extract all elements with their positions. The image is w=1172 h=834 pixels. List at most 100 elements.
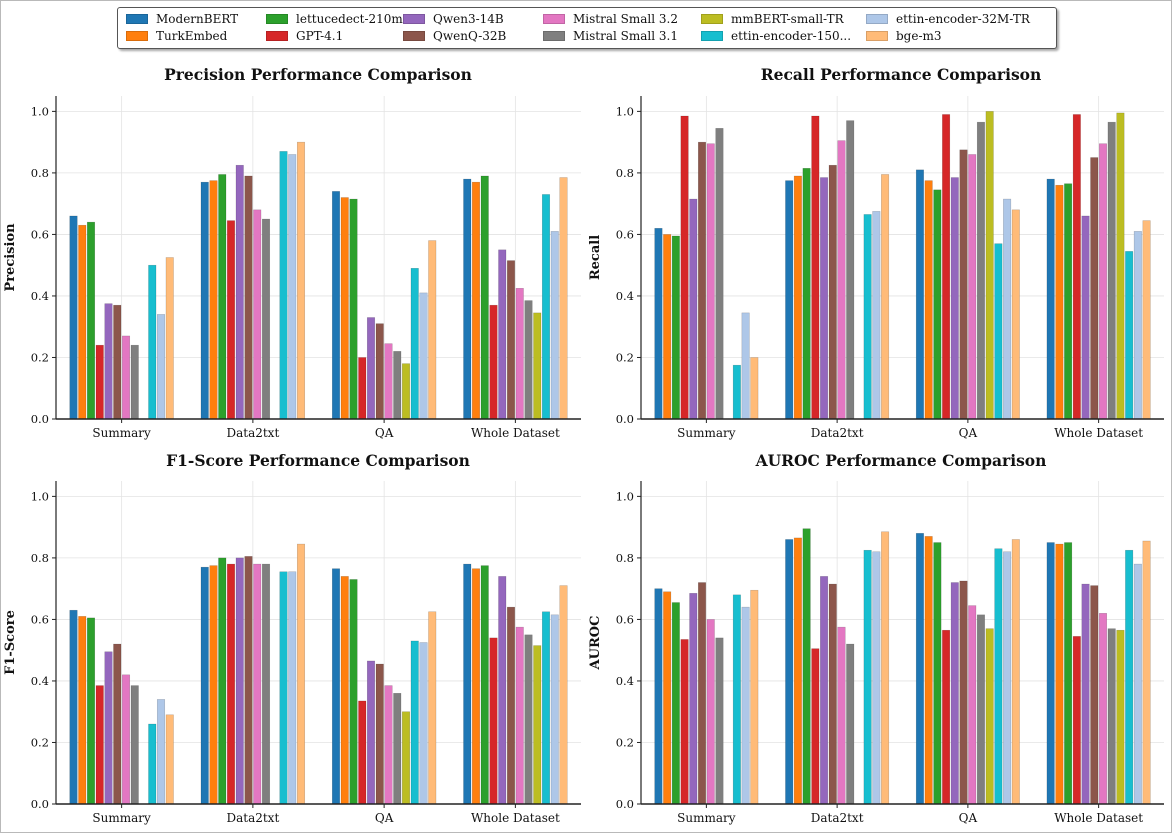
legend-item-ettin-encoder-150: ettin-encoder-150... bbox=[701, 28, 851, 44]
x-tick-label-qa: QA bbox=[959, 811, 978, 825]
bar-modernbert-data2txt bbox=[785, 180, 794, 420]
legend: ModernBERT TurkEmbed lettucedect-210m... GP… bbox=[117, 7, 1057, 49]
bar-gpt-4-1-summary bbox=[95, 685, 104, 805]
bar-qwen3-14b-qa bbox=[366, 660, 376, 805]
bar-gpt-4-1-data2txt bbox=[811, 648, 820, 805]
bar-bge-m3-data2txt bbox=[881, 174, 890, 420]
bar-qwenq-32b-summary bbox=[698, 141, 707, 420]
y-tick-label: 0.4 bbox=[616, 674, 634, 688]
bar-mistral-small-3-2-data2txt bbox=[253, 209, 262, 420]
bar-ettin-encoder-150-summary bbox=[148, 264, 157, 420]
bar-qwen3-14b-whole-dataset bbox=[498, 576, 507, 805]
bar-qwen3-14b-data2txt bbox=[235, 164, 244, 420]
bar-ettin-encoder-150-qa bbox=[994, 548, 1003, 805]
bar-qwenq-32b-qa bbox=[375, 663, 384, 805]
x-tick-label-whole-dataset: Whole Dataset bbox=[1054, 811, 1143, 825]
bar-bge-m3-summary bbox=[165, 257, 174, 420]
chart-title: Recall Performance Comparison bbox=[761, 65, 1042, 84]
bar-mistral-small-3-2-whole-dataset bbox=[515, 626, 524, 805]
bar-ettin-encoder-150-data2txt bbox=[863, 549, 872, 805]
bar-ettin-encoder-150-whole-dataset bbox=[541, 194, 551, 420]
bar-ettin-encoder-32m-tr-data2txt bbox=[872, 551, 881, 805]
x-tick-label-whole-dataset: Whole Dataset bbox=[471, 811, 560, 825]
bar-qwenq-32b-whole-dataset bbox=[506, 606, 516, 805]
y-tick-label: 1.0 bbox=[31, 104, 49, 118]
bar-qwen3-14b-qa bbox=[950, 582, 959, 805]
bar-qwen3-14b-summary bbox=[689, 593, 698, 805]
legend-swatch bbox=[701, 14, 723, 24]
x-tick-label-data2txt: Data2txt bbox=[811, 426, 864, 440]
bar-mistral-small-3-1-summary bbox=[715, 128, 724, 420]
bar-gpt-4-1-summary bbox=[680, 115, 689, 420]
bar-bge-m3-summary bbox=[750, 589, 759, 805]
bar-mistral-small-3-2-summary bbox=[121, 674, 131, 805]
bar-gpt-4-1-data2txt bbox=[811, 115, 820, 420]
y-tick-label: 0.0 bbox=[31, 797, 49, 811]
legend-label: ModernBERT bbox=[156, 12, 239, 26]
bar-ettin-encoder-32m-tr-whole-dataset bbox=[1133, 563, 1142, 805]
bar-turkembed-qa bbox=[340, 576, 349, 805]
legend-label: TurkEmbed bbox=[156, 29, 228, 43]
x-tick-label-summary: Summary bbox=[677, 426, 736, 440]
bar-ettin-encoder-32m-tr-whole-dataset bbox=[1133, 231, 1142, 420]
y-tick-label: 0.6 bbox=[31, 227, 49, 241]
bar-gpt-4-1-data2txt bbox=[226, 220, 236, 420]
bar-turkembed-summary bbox=[663, 591, 672, 805]
bar-ettin-encoder-32m-tr-whole-dataset bbox=[550, 614, 559, 805]
bar-bge-m3-qa bbox=[1011, 209, 1020, 420]
bar-ettin-encoder-32m-tr-summary bbox=[156, 699, 166, 805]
y-tick-label: 0.4 bbox=[31, 289, 49, 303]
bar-ettin-encoder-32m-tr-qa bbox=[1003, 198, 1012, 420]
legend-item-mistral-small-3-2: Mistral Small 3.2 bbox=[543, 11, 678, 27]
bar-qwen3-14b-whole-dataset bbox=[1081, 215, 1090, 420]
bar-turkembed-summary bbox=[663, 234, 672, 420]
y-tick-label: 0.0 bbox=[616, 797, 634, 811]
bar-bge-m3-summary bbox=[165, 714, 174, 805]
legend-item-lettucedect-210m: lettucedect-210m... bbox=[266, 11, 414, 27]
legend-item-bge-m3: bge-m3 bbox=[866, 28, 942, 44]
x-tick-label-qa: QA bbox=[375, 426, 394, 440]
bar-mistral-small-3-2-summary bbox=[121, 335, 131, 420]
bar-mmbert-small-tr-whole-dataset bbox=[533, 645, 542, 805]
bar-qwen3-14b-data2txt bbox=[820, 576, 829, 805]
bar-turkembed-data2txt bbox=[209, 180, 218, 420]
bar-qwenq-32b-data2txt bbox=[244, 175, 253, 420]
bar-lettucedect-210m-data2txt bbox=[218, 557, 227, 805]
bar-bge-m3-whole-dataset bbox=[1142, 220, 1151, 420]
chart-title: AUROC Performance Comparison bbox=[755, 451, 1047, 470]
bar-mistral-small-3-1-data2txt bbox=[846, 120, 855, 420]
bar-mistral-small-3-2-data2txt bbox=[837, 626, 846, 805]
bar-modernbert-whole-dataset bbox=[463, 178, 472, 420]
bar-gpt-4-1-data2txt bbox=[226, 563, 236, 805]
y-tick-label: 0.2 bbox=[31, 735, 49, 749]
bar-modernbert-summary bbox=[654, 588, 663, 805]
bar-ettin-encoder-150-summary bbox=[732, 364, 741, 420]
bar-modernbert-summary bbox=[69, 215, 78, 420]
legend-label: Mistral Small 3.2 bbox=[573, 12, 678, 26]
bar-lettucedect-210m-whole-dataset bbox=[1064, 542, 1073, 805]
bar-qwen3-14b-data2txt bbox=[235, 557, 244, 805]
bar-qwen3-14b-whole-dataset bbox=[1081, 583, 1090, 805]
bar-qwenq-32b-whole-dataset bbox=[1090, 157, 1099, 420]
bar-bge-m3-qa bbox=[428, 611, 437, 805]
bar-ettin-encoder-150-data2txt bbox=[279, 571, 288, 805]
legend-label: GPT-4.1 bbox=[296, 29, 344, 43]
bar-mmbert-small-tr-qa bbox=[985, 628, 994, 805]
bar-modernbert-whole-dataset bbox=[463, 563, 472, 805]
bar-turkembed-qa bbox=[924, 536, 933, 805]
bar-modernbert-data2txt bbox=[200, 181, 209, 420]
bar-mistral-small-3-2-data2txt bbox=[837, 140, 846, 420]
bar-qwen3-14b-summary bbox=[689, 198, 698, 420]
y-tick-label: 0.2 bbox=[616, 350, 634, 364]
bar-ettin-encoder-32m-tr-qa bbox=[419, 292, 428, 420]
legend-swatch bbox=[701, 31, 723, 41]
bar-lettucedect-210m-data2txt bbox=[802, 528, 811, 805]
bar-mistral-small-3-2-summary bbox=[706, 619, 715, 805]
bar-mistral-small-3-1-qa bbox=[976, 614, 985, 805]
bar-mistral-small-3-1-data2txt bbox=[261, 218, 271, 420]
bar-qwenq-32b-summary bbox=[698, 582, 707, 805]
bar-turkembed-data2txt bbox=[793, 537, 802, 805]
bar-qwen3-14b-data2txt bbox=[820, 177, 829, 420]
bar-mistral-small-3-1-qa bbox=[976, 121, 985, 420]
y-tick-label: 0.8 bbox=[31, 551, 49, 565]
